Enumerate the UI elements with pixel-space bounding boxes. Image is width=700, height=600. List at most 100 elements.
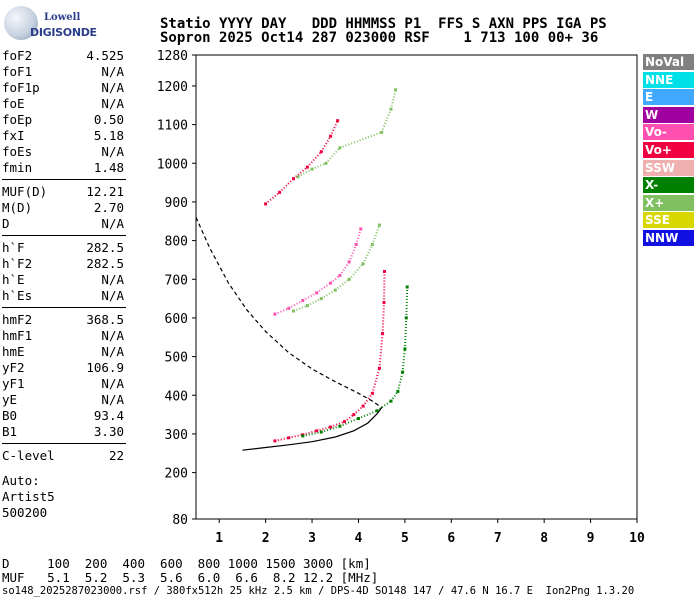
autoscaler-version: 500200 bbox=[2, 505, 48, 520]
echo-trace-vo- bbox=[378, 333, 384, 369]
param-name: h`F2 bbox=[2, 256, 33, 271]
echo-trace-x- bbox=[390, 390, 399, 402]
autoscaler-name: Artist5 bbox=[2, 489, 55, 504]
x-tick-label: 6 bbox=[447, 531, 455, 546]
param-fof1: foF1 N/A bbox=[2, 64, 124, 80]
echo-trace-vo-2f bbox=[274, 307, 290, 316]
plot-frame bbox=[195, 54, 638, 520]
echo-trace-vo-2f bbox=[348, 244, 358, 263]
param-name: D bbox=[2, 216, 10, 231]
echo-trace-vo- bbox=[371, 367, 381, 394]
echo-trace-vo-2f bbox=[355, 228, 362, 245]
y-tick-label: 1100 bbox=[157, 119, 188, 134]
echo-trace-vo-2f bbox=[288, 299, 304, 310]
y-tick-label: 700 bbox=[165, 273, 188, 288]
param-value: 368.5 bbox=[86, 312, 124, 327]
param-name: fxI bbox=[2, 128, 25, 143]
x-tick-label: 10 bbox=[629, 531, 645, 546]
footer-info: so148_2025287023000.rsf / 380fx512h 25 k… bbox=[2, 585, 635, 597]
param-name: yF1 bbox=[2, 376, 25, 391]
echo-trace-x- bbox=[302, 431, 322, 437]
param-name: h`F bbox=[2, 240, 25, 255]
legend-x-swatch: X- bbox=[643, 177, 694, 194]
echo-trace-vo-2f bbox=[329, 274, 341, 284]
echo-trace-x-2f bbox=[348, 263, 364, 280]
param-separator bbox=[2, 235, 126, 236]
y-tick-label: 500 bbox=[165, 351, 188, 366]
param-hes: h`Es N/A bbox=[2, 288, 124, 304]
param-name: C-level bbox=[2, 448, 55, 463]
x-tick-label: 5 bbox=[401, 531, 409, 546]
param-d: D N/A bbox=[2, 216, 124, 232]
legend-w-swatch: W bbox=[643, 106, 694, 123]
logo-lowell: Lowell bbox=[44, 12, 81, 23]
param-value: 106.9 bbox=[86, 360, 124, 375]
y-tick-label: 600 bbox=[165, 312, 188, 327]
param-name: yE bbox=[2, 392, 18, 407]
echo-trace-x-3f bbox=[297, 168, 313, 178]
param-md: M(D) 2.70 bbox=[2, 200, 124, 216]
legend-nnw-swatch: NNW bbox=[643, 229, 694, 246]
echo-trace-x- bbox=[358, 409, 378, 420]
param-hf2: h`F2 282.5 bbox=[2, 256, 124, 272]
param-value: 4.525 bbox=[86, 48, 124, 63]
echo-trace-x- bbox=[376, 400, 392, 412]
param-value: N/A bbox=[101, 64, 124, 79]
echo-trace-x-3f bbox=[325, 147, 341, 164]
param-value: 2.70 bbox=[93, 200, 124, 215]
echo-trace-x-2f bbox=[371, 224, 381, 245]
param-clevel: C-level 22 bbox=[2, 448, 124, 464]
param-fof1p: foF1p N/A bbox=[2, 80, 124, 96]
echo-trace-x- bbox=[403, 317, 408, 349]
echo-trace-x-2f bbox=[320, 289, 336, 300]
param-value: 1.48 bbox=[93, 160, 124, 175]
param-value: 3.30 bbox=[93, 424, 124, 439]
y-tick-label: 80 bbox=[172, 513, 188, 528]
param-name: hmF1 bbox=[2, 328, 33, 343]
param-value: 93.4 bbox=[93, 408, 124, 423]
param-fof2: foF2 4.525 bbox=[2, 48, 124, 64]
echo-trace-vo- bbox=[381, 302, 385, 334]
echo-trace-x-2f bbox=[293, 304, 308, 312]
param-name: hmE bbox=[2, 344, 25, 359]
param-hf: h`F 282.5 bbox=[2, 240, 124, 256]
y-tick-label: 400 bbox=[165, 389, 188, 404]
trace-profile-line bbox=[242, 407, 383, 451]
y-tick-label: 1280 bbox=[157, 49, 188, 64]
legend-sse-swatch: SSE bbox=[643, 212, 694, 229]
echo-trace-x- bbox=[321, 425, 341, 433]
param-separator bbox=[2, 443, 126, 444]
echo-trace-x-3f bbox=[380, 108, 392, 133]
echo-point-x- bbox=[405, 285, 409, 289]
echo-trace-vo-3f bbox=[329, 120, 339, 137]
muf-value-row: MUF 5.1 5.2 5.3 5.6 6.0 6.6 8.2 12.2 [MH… bbox=[2, 570, 379, 585]
param-value: 282.5 bbox=[86, 240, 124, 255]
param-name: M(D) bbox=[2, 200, 33, 215]
echo-trace-vo-3f bbox=[278, 177, 295, 194]
echo-trace-vo-3f bbox=[320, 135, 332, 153]
echo-point-vo- bbox=[383, 270, 386, 273]
param-b1: B1 3.30 bbox=[2, 424, 124, 440]
auto-label: Auto: bbox=[2, 473, 40, 488]
param-he: h`E N/A bbox=[2, 272, 124, 288]
x-tick-label: 7 bbox=[494, 531, 502, 546]
legend-ssw-swatch: SSW bbox=[643, 159, 694, 176]
legend-e-swatch: E bbox=[643, 89, 694, 106]
legend-vo-swatch: Vo- bbox=[643, 124, 694, 141]
x-tick-label: 4 bbox=[355, 531, 363, 546]
param-name: foEs bbox=[2, 144, 33, 159]
globe-icon bbox=[4, 6, 38, 40]
param-name: foF1 bbox=[2, 64, 33, 79]
echo-trace-x- bbox=[339, 417, 359, 428]
y-tick-label: 900 bbox=[165, 196, 188, 211]
echo-trace-vo- bbox=[316, 426, 331, 432]
param-mufd: MUF(D) 12.21 bbox=[2, 184, 124, 200]
echo-trace-x- bbox=[401, 348, 406, 373]
echo-trace-vo-2f bbox=[302, 291, 318, 302]
x-tick-label: 2 bbox=[262, 531, 270, 546]
param-name: B1 bbox=[2, 424, 18, 439]
param-value: N/A bbox=[101, 376, 124, 391]
param-value: 5.18 bbox=[93, 128, 124, 143]
echo-trace-vo-3f bbox=[306, 151, 323, 168]
